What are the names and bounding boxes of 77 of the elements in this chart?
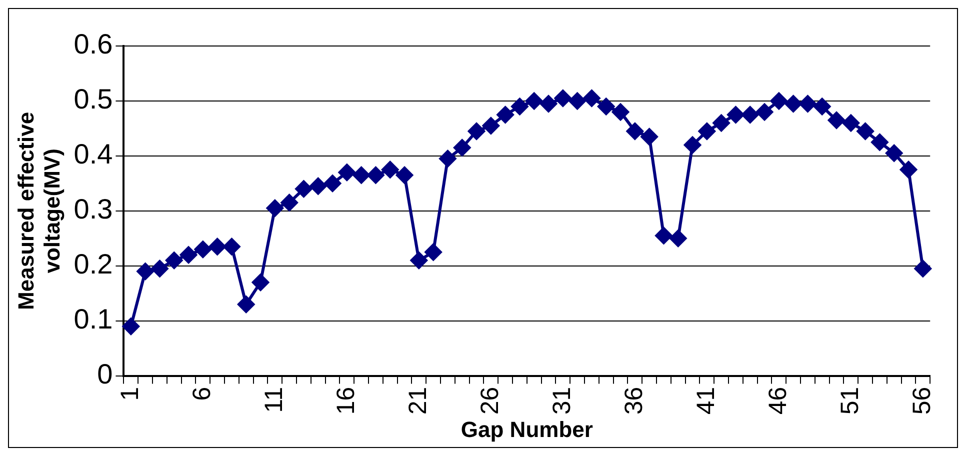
point [238, 296, 255, 313]
point [684, 136, 702, 154]
y-tick-label: 0.3 [74, 194, 113, 225]
point [698, 122, 716, 140]
point [670, 230, 687, 247]
y-tick-label: 0 [97, 358, 113, 390]
y-tick-label: 0.4 [74, 138, 113, 170]
x-tick-label: 6 [188, 386, 216, 401]
point [382, 161, 399, 178]
point [814, 98, 831, 115]
point [208, 238, 226, 256]
point [280, 194, 298, 212]
point [295, 180, 312, 198]
point [799, 95, 816, 112]
point [914, 260, 932, 278]
point [640, 128, 658, 146]
x-axis-title: Gap Number [460, 416, 594, 442]
x-tick-label: 56 [908, 386, 936, 415]
point [554, 90, 572, 107]
x-tick-label: 16 [332, 386, 360, 415]
point [223, 238, 240, 256]
point [496, 106, 514, 124]
x-tick-label: 1 [116, 386, 144, 401]
point [540, 95, 558, 112]
point [410, 252, 428, 269]
point [742, 106, 759, 124]
point [324, 174, 342, 192]
point [655, 227, 672, 244]
x-tick-label: 11 [260, 386, 288, 413]
point [194, 240, 212, 258]
point [712, 114, 730, 132]
y-tick-label: 0.6 [74, 28, 113, 60]
point [900, 161, 918, 178]
point [526, 92, 543, 110]
point [598, 98, 615, 115]
point [856, 122, 874, 140]
x-tick-label: 36 [620, 386, 648, 415]
point [367, 166, 384, 184]
point [770, 92, 788, 110]
point [568, 92, 586, 110]
x-tick-label: 21 [404, 386, 432, 415]
point [424, 244, 442, 261]
point [396, 166, 414, 184]
x-tick-label: 41 [692, 386, 720, 415]
x-tick-label: 46 [764, 386, 792, 415]
point [842, 114, 860, 132]
point [180, 246, 198, 264]
point [482, 117, 500, 134]
point [352, 166, 370, 184]
point [756, 103, 774, 120]
point [310, 178, 327, 195]
point [338, 164, 356, 181]
point [784, 95, 802, 112]
point [583, 90, 600, 107]
x-tick-label: 31 [548, 386, 576, 415]
point [166, 252, 183, 269]
point [266, 200, 284, 217]
y-tick-label: 0.5 [74, 84, 113, 115]
y-tick-label: 0.2 [74, 248, 113, 280]
point [468, 122, 486, 140]
point [136, 262, 154, 280]
y-tick-label: 0.1 [74, 304, 113, 335]
point [252, 274, 270, 291]
point [122, 318, 140, 335]
y-axis-title: Measured effective voltage(MV) [13, 112, 65, 310]
x-tick-label: 51 [836, 386, 864, 415]
point [511, 98, 528, 115]
point [727, 106, 744, 124]
point [439, 150, 456, 168]
x-tick-label: 26 [476, 386, 504, 415]
point [612, 103, 630, 120]
point [871, 134, 888, 151]
point [454, 139, 471, 156]
point [151, 260, 168, 278]
point [828, 112, 846, 129]
point [626, 122, 644, 140]
point [886, 144, 903, 162]
